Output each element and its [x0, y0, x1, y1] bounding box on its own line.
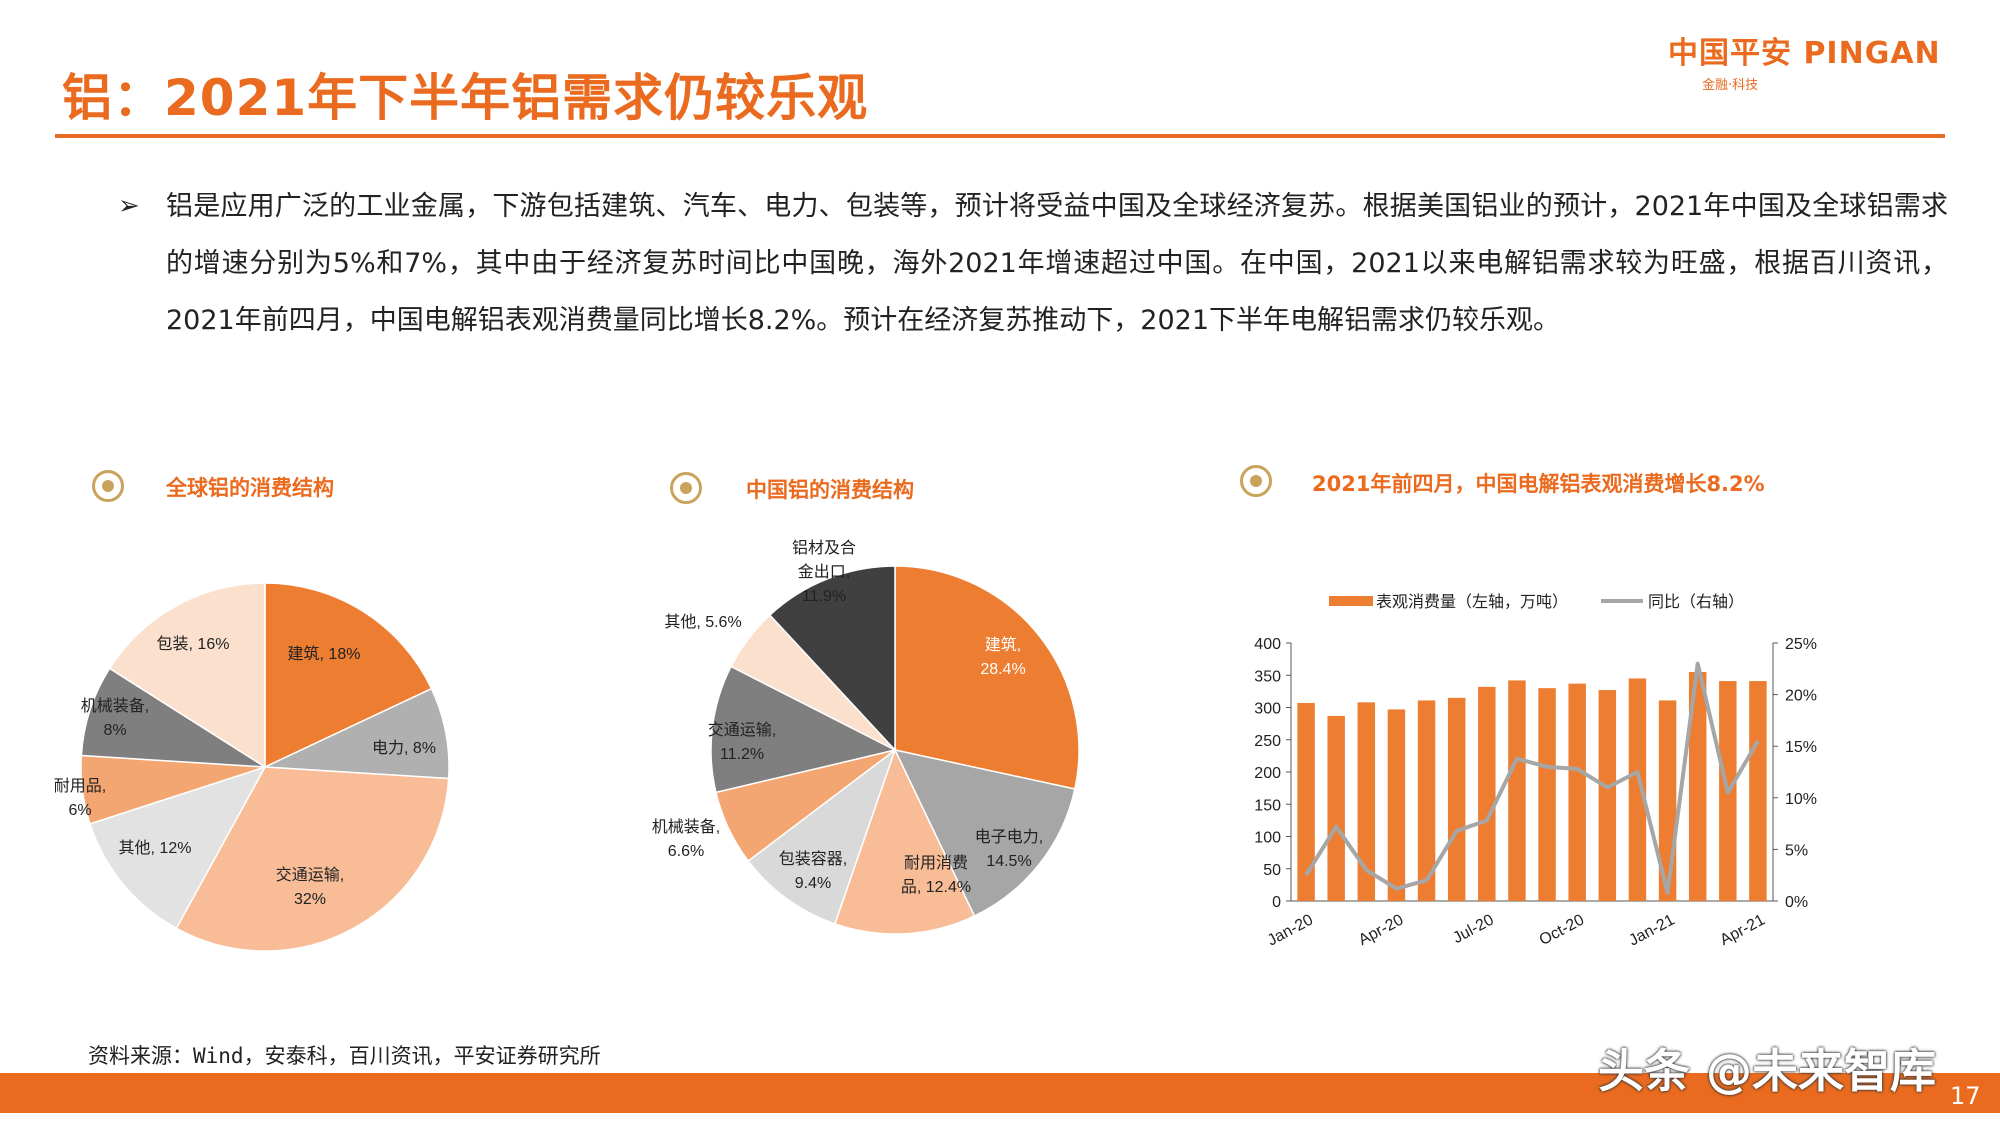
bar	[1357, 702, 1376, 901]
pie-slice	[264, 687, 450, 780]
pie-slice	[710, 665, 898, 794]
legend-bar-label: 表观消费量（左轴，万吨）	[1376, 592, 1568, 611]
pie-slice-label: 机械装备, 8%	[81, 697, 149, 739]
source-note: 资料来源：Wind，安泰科，百川资讯，平安证券研究所	[88, 1044, 601, 1068]
footer-bar	[0, 1073, 2000, 1113]
section-bullet-icon	[1240, 465, 1272, 497]
bar	[1417, 700, 1436, 901]
legend-line-label: 同比（右轴）	[1648, 592, 1744, 611]
right-tick-label: 15%	[1785, 739, 1817, 756]
left-tick-label: 350	[1254, 668, 1281, 685]
left-tick-label: 200	[1254, 765, 1281, 782]
left-tick-label: 400	[1254, 636, 1281, 653]
x-tick-label: Jul-20	[1450, 911, 1497, 947]
summary-paragraph: ➢ 铝是应用广泛的工业金属，下游包括建筑、汽车、电力、包装等，预计将受益中国及全…	[118, 178, 1948, 349]
section-bullet-icon	[92, 470, 124, 502]
pie-slice	[747, 747, 897, 925]
pie-slice	[175, 766, 450, 952]
left-tick-label: 250	[1254, 733, 1281, 750]
bar	[1508, 680, 1526, 901]
china-consumption-pie-chart: 建筑, 28.4% 电子电力, 14.5%耐用消费品, 12.4% 包装容器, 9.4% 机…	[652, 539, 1080, 935]
bar	[1628, 678, 1647, 901]
pie-slice-label: 电力, 8%	[372, 739, 436, 757]
bar	[1598, 690, 1617, 901]
pie-slice	[893, 748, 1076, 917]
consumption-bar-line-chart: 表观消费量（左轴，万吨） 同比（右轴） 0 50 100 150 200 250 300 350 4…	[1254, 592, 1817, 949]
pie-slice-label: 其他, 12%	[119, 839, 192, 857]
legend-bar-swatch	[1329, 596, 1373, 606]
watermark: 头条 @未来智库	[1598, 1044, 1937, 1098]
summary-text: 铝是应用广泛的工业金属，下游包括建筑、汽车、电力、包装等，预计将受益中国及全球经…	[166, 191, 1948, 336]
logo-text: 中国平安 PINGAN	[1668, 36, 1941, 71]
bar	[1478, 686, 1496, 901]
title-divider	[55, 134, 1945, 138]
bar	[1387, 709, 1406, 901]
section-title-consumption: 2021年前四月，中国电解铝表观消费增长8.2%	[1312, 472, 1765, 496]
right-tick-label: 5%	[1785, 842, 1808, 859]
pingan-logo: 中国平安 PINGAN 金融·科技	[1668, 28, 1978, 93]
x-tick-label: Apr-20	[1356, 911, 1406, 949]
left-tick-label: 150	[1254, 797, 1281, 814]
bullet-arrow-icon: ➢	[118, 191, 140, 221]
page-title: 铝：2021年下半年铝需求仍较乐观	[62, 69, 869, 127]
pie-slice-label: 耐用品, 6%	[54, 777, 106, 819]
x-tick-label: Jan-20	[1265, 911, 1316, 949]
pie-slice-label: 耐用消费品, 12.4%	[901, 854, 971, 896]
pie-slice-label: 建筑, 18%	[288, 645, 361, 663]
section-bullet-icon	[670, 472, 702, 504]
pie-slice	[80, 667, 266, 768]
section-title-china: 中国铝的消费结构	[746, 478, 914, 502]
footer-strip	[0, 1113, 2000, 1125]
pie-slice	[894, 565, 1080, 790]
right-tick-label: 0%	[1785, 894, 1808, 911]
page-number: 17	[1950, 1082, 1981, 1110]
pie-slice-label: 包装, 16%	[157, 635, 230, 653]
x-tick-label: Oct-20	[1537, 911, 1587, 949]
bar	[1688, 672, 1707, 901]
global-consumption-pie-chart: 建筑, 18% 电力, 8% 交通运输, 32% 其他, 12% 耐用品, 6% 机械装备, 8…	[54, 582, 450, 952]
right-tick-label: 10%	[1785, 791, 1817, 808]
left-tick-label: 100	[1254, 830, 1281, 847]
x-tick-label: Apr-21	[1717, 911, 1767, 949]
right-tick-label: 25%	[1785, 636, 1817, 653]
section-title-global: 全球铝的消费结构	[166, 476, 334, 500]
left-tick-label: 50	[1263, 862, 1281, 879]
pie-slice	[89, 765, 267, 930]
x-tick-label: Jan-21	[1626, 911, 1677, 949]
bar	[1447, 697, 1466, 901]
pie-slice-label: 其他, 5.6%	[664, 613, 741, 631]
right-tick-label: 20%	[1785, 688, 1817, 705]
pie-slice	[264, 582, 433, 769]
pie-slice-label: 建筑, 28.4%	[980, 636, 1025, 678]
pie-slice-label: 铝材及合金出口, 11.9%	[792, 539, 856, 605]
pie-slice-label: 机械装备, 6.6%	[652, 818, 720, 860]
bar	[1327, 715, 1345, 901]
pie-slice-label: 交通运输, 11.2%	[708, 721, 776, 763]
pie-slice-label: 交通运输, 32%	[276, 866, 344, 908]
pie-slice	[833, 748, 976, 935]
bar	[1297, 702, 1315, 901]
pie-slice-label: 包装容器, 9.4%	[779, 850, 847, 892]
bar	[1568, 683, 1586, 901]
left-tick-label: 300	[1254, 701, 1281, 718]
left-tick-label: 0	[1272, 894, 1281, 911]
pie-slice-label: 电子电力, 14.5%	[975, 828, 1043, 870]
pie-slice	[768, 565, 896, 752]
logo-tagline: 金融·科技	[1702, 78, 1759, 93]
pie-slice	[108, 582, 266, 769]
bar	[1749, 681, 1767, 901]
bar	[1538, 688, 1556, 901]
yoy-line	[1304, 661, 1760, 895]
